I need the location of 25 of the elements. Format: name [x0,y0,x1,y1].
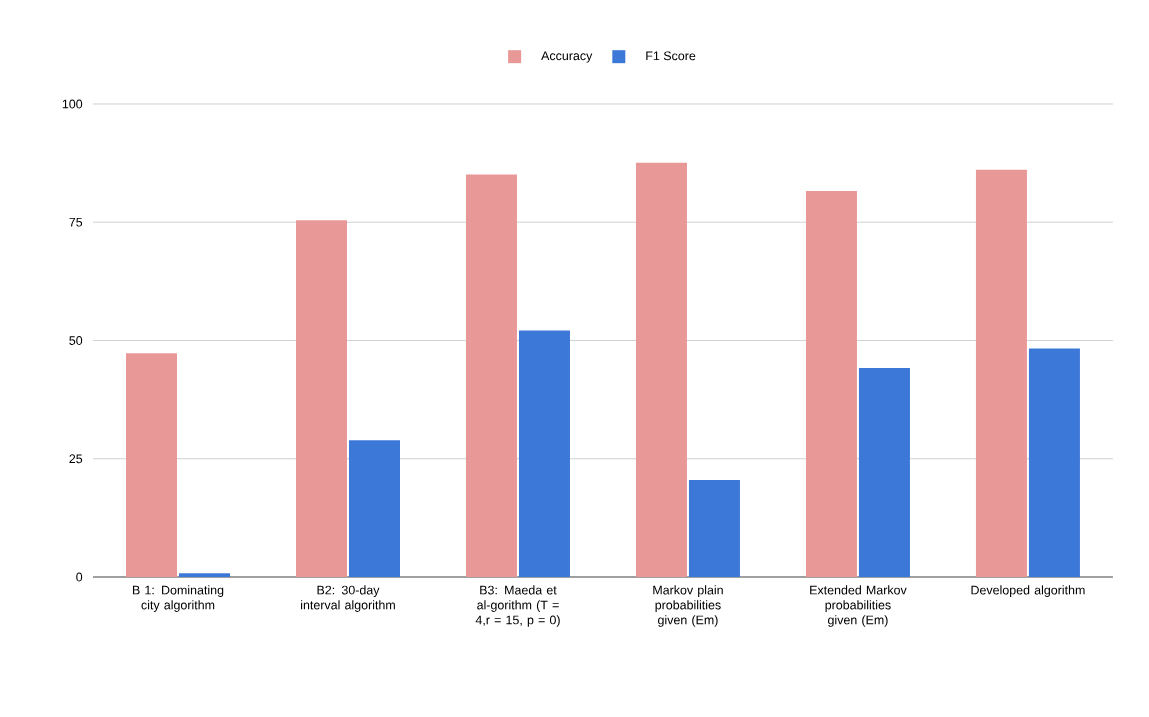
y-tick-label: 75 [69,217,83,227]
bar [688,480,740,577]
bar [126,353,177,577]
legend-label: F1 Score [646,51,696,61]
y-tick-label: 0 [76,572,83,582]
legend-label: Accuracy [541,51,593,63]
bar [518,330,570,577]
x-tick-label: Developed algorithm [971,585,1085,597]
x-tick-label: B3: Maeda et al-gorithm (T = 4,r = 15, p = 0) [475,585,560,627]
x-tick-label: Markov plain probabilities given (Em) [653,585,723,627]
bar [179,573,230,577]
bar [858,367,910,577]
x-tick-label: Extended Markov probabilities given (Em) [810,585,907,627]
y-tick-label: 100 [62,99,83,109]
y-tick-label: 25 [69,454,83,464]
bar [635,162,687,577]
bar [465,174,517,577]
bar [295,220,347,577]
bar [805,191,857,577]
y-tick-label: 50 [69,336,83,345]
bar [975,169,1027,577]
bar [348,440,400,577]
x-tick-label: B2: 30-day interval algorithm [301,585,395,612]
bar [1028,348,1080,577]
x-tick-label: B 1: Dominating city algorithm [132,585,224,612]
